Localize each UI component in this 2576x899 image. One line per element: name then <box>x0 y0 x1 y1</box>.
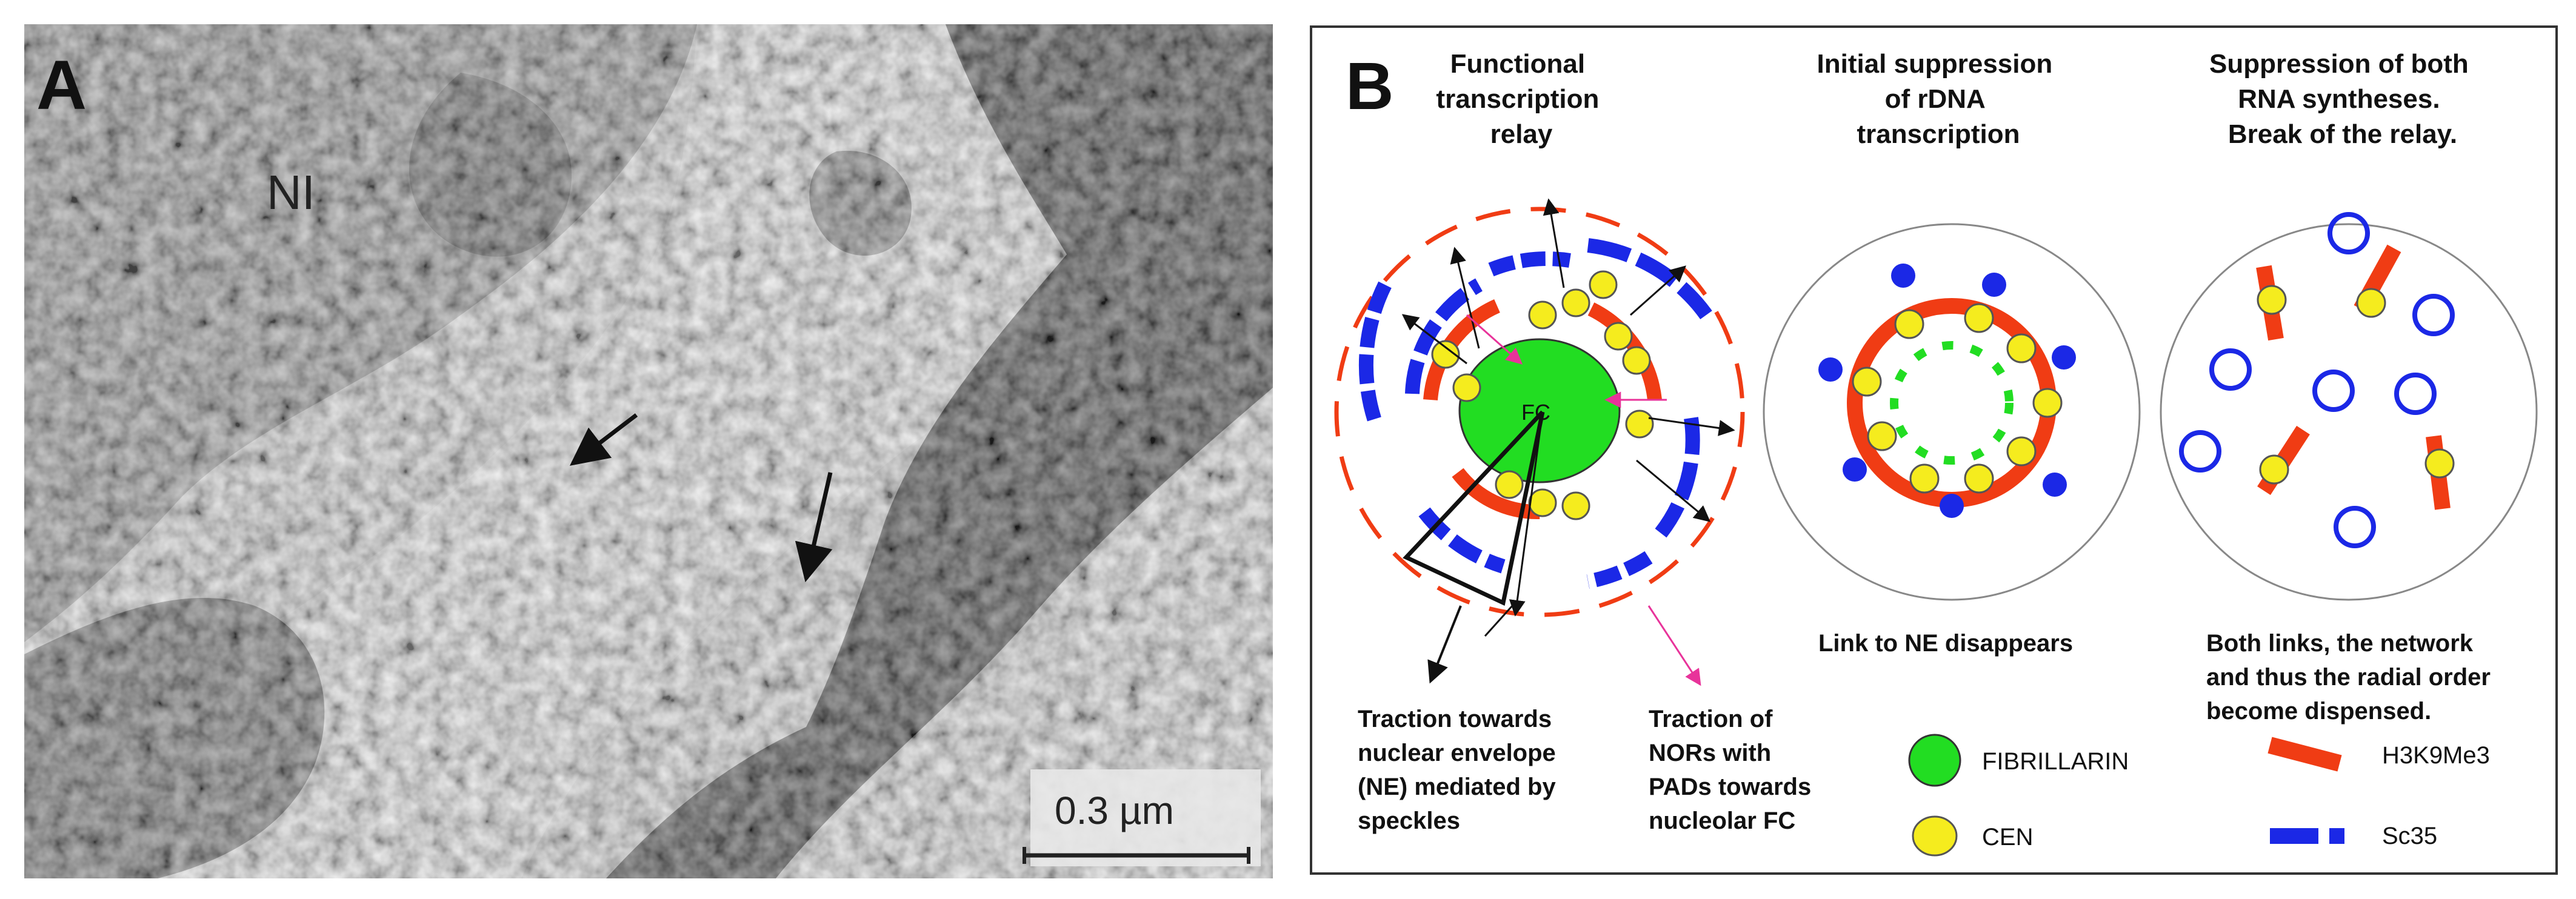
sc35-dots <box>1818 264 2076 518</box>
cen-dots-ring <box>1852 303 2063 494</box>
fibrillarin-fragments <box>1890 341 2014 465</box>
diagram-initial-suppression <box>1763 223 2141 601</box>
caption-line: PADs towards <box>1649 774 1811 800</box>
cen-dots-scattered <box>2257 285 2455 485</box>
nucleus-outline <box>1763 223 2141 601</box>
nor-traction-arrows <box>1466 314 1701 686</box>
col3-title-line: Suppression of both <box>2209 49 2469 79</box>
fibrillarin-center <box>1458 338 1621 483</box>
col2-title-line: Initial suppression <box>1817 49 2053 79</box>
col3-title-line: RNA syntheses. <box>2238 84 2440 114</box>
caption-line: Both links, the network <box>2206 630 2474 657</box>
panel-a-micrograph <box>24 24 1273 878</box>
panel-a-letter: A <box>36 47 87 124</box>
diagram-relay: FC <box>1334 198 1745 686</box>
caption-line: NORs with <box>1649 740 1771 766</box>
legend-h3k9me3-label: H3K9Me3 <box>2382 742 2490 769</box>
legend-fibrillarin-swatch <box>1908 734 1961 787</box>
col3-title-line: Break of the relay. <box>2228 119 2457 149</box>
caption-line: become dispensed. <box>2206 698 2431 725</box>
col1-title: Functional transcription relay <box>1436 49 1606 149</box>
caption-line: nucleolar FC <box>1649 808 1795 834</box>
legend-sc35-label: Sc35 <box>2382 823 2437 849</box>
col1-title-line: transcription <box>1436 84 1599 114</box>
caption-right: Both links, the network and thus the rad… <box>2206 630 2497 725</box>
nucleus-outline-3 <box>2160 223 2538 601</box>
panel-b-letter: B <box>1346 49 1393 124</box>
cen-dots-relay <box>1431 270 1654 520</box>
traction-triangle <box>1403 410 1545 684</box>
col2-title-line: of rDNA <box>1885 84 1985 114</box>
traction-arrows <box>1401 198 1735 522</box>
legend-cen-swatch <box>1912 815 1958 857</box>
legend-fibrillarin-label: FIBRILLARIN <box>1982 748 2129 775</box>
sc35-segments <box>1358 238 1712 589</box>
caption-ne-traction: Traction towards nuclear envelope (NE) m… <box>1358 706 1563 834</box>
legend: FIBRILLARIN CEN H3K9Me3 Sc35 <box>1908 734 2490 857</box>
scale-bar-label: 0.3 µm <box>1055 789 1174 832</box>
legend-h3k9me3-swatch <box>2267 737 2342 772</box>
caption-line: Traction towards <box>1358 706 1552 732</box>
diagram-break-of-relay <box>2160 212 2538 601</box>
caption-line: (NE) mediated by <box>1358 774 1556 800</box>
col1-title-line: relay <box>1490 119 1553 149</box>
fc-label: FC <box>1521 400 1550 425</box>
col3-title: Suppression of both RNA syntheses. Break… <box>2209 49 2476 149</box>
legend-cen-label: CEN <box>1982 824 2033 851</box>
col1-title-line: Functional <box>1450 49 1585 79</box>
caption-link-ne: Link to NE disappears <box>1818 630 2073 657</box>
caption-line: nuclear envelope <box>1358 740 1556 766</box>
col2-title-line: transcription <box>1857 119 2020 149</box>
nuclear-envelope-dashed <box>1334 207 1745 617</box>
sc35-rings <box>2179 212 2455 548</box>
col2-title: Initial suppression of rDNA transcriptio… <box>1817 49 2060 149</box>
caption-nor-traction: Traction of NORs with PADs towards nucle… <box>1649 706 1818 834</box>
ni-label: NI <box>267 165 315 219</box>
caption-line: and thus the radial order <box>2206 664 2491 691</box>
caption-line: Traction of <box>1649 706 1773 732</box>
caption-line: speckles <box>1358 808 1460 834</box>
